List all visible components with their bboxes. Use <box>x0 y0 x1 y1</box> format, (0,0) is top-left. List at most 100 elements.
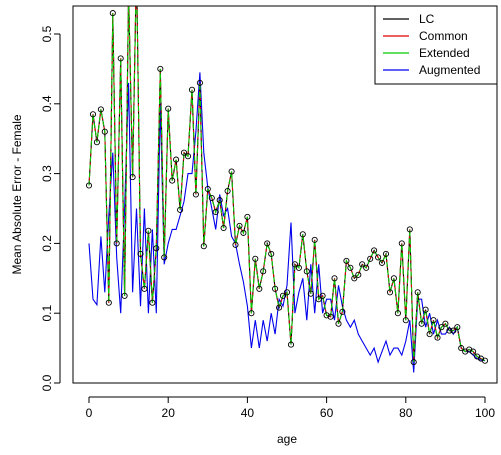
lc-point <box>208 194 215 202</box>
lc-point <box>454 324 461 331</box>
lc-point <box>180 149 188 156</box>
y-tick-label: 0.1 <box>40 305 54 322</box>
lc-point <box>105 299 112 306</box>
legend-label-extended: Extended <box>419 46 470 60</box>
lc-point <box>327 313 334 320</box>
x-tick-label: 100 <box>475 406 495 420</box>
y-axis-label: Mean Absolute Error - Female <box>10 114 24 274</box>
lc-point <box>268 250 275 257</box>
lc-point <box>319 292 326 299</box>
lc-point <box>339 308 346 315</box>
x-tick-label: 40 <box>241 406 255 420</box>
plot-area-frame <box>72 5 498 384</box>
legend-label-augmented: Augmented <box>419 63 480 77</box>
lc-point <box>311 236 318 243</box>
x-tick-label: 80 <box>399 406 413 420</box>
lc-point <box>422 306 429 313</box>
lc-point <box>153 245 160 252</box>
lc-point <box>260 268 267 275</box>
lc-point <box>287 341 295 348</box>
lc-point <box>406 226 413 233</box>
y-tick-label: 0.2 <box>40 235 54 252</box>
lc-point <box>252 255 259 262</box>
lc-point <box>145 227 152 234</box>
x-tick-label: 20 <box>162 406 176 420</box>
lc-point <box>184 153 192 160</box>
lc-point <box>450 327 457 334</box>
lc-point <box>355 271 362 278</box>
lc-point <box>351 275 358 282</box>
lc-point <box>410 359 417 366</box>
lc-point <box>430 317 437 324</box>
lc-point <box>390 275 397 282</box>
lc-point <box>240 229 247 236</box>
lc-point <box>173 156 180 163</box>
series-line-augmented <box>88 72 486 373</box>
lc-point <box>394 310 401 317</box>
lc-point <box>438 324 445 331</box>
lc-point <box>121 292 128 299</box>
lc-point <box>323 312 330 319</box>
y-axis: 0.0 0.1 0.2 0.3 0.4 0.5 <box>40 25 61 391</box>
lc-point <box>137 250 144 257</box>
lc-point <box>165 105 172 112</box>
y-tick-label: 0.3 <box>40 165 54 182</box>
lc-point <box>169 177 176 184</box>
lc-point <box>402 317 409 324</box>
lc-point <box>283 289 291 296</box>
lc-point <box>204 185 211 193</box>
lc-point <box>331 275 338 282</box>
lc-point <box>97 106 104 113</box>
lc-point <box>470 348 477 355</box>
lc-point <box>295 264 302 271</box>
lc-point <box>398 240 405 247</box>
lc-point <box>446 327 453 334</box>
lc-point <box>248 310 255 317</box>
lc-point <box>414 289 421 296</box>
x-axis: 0 20 40 60 80 100 <box>86 396 495 420</box>
lc-point <box>157 65 164 72</box>
lc-point <box>363 264 370 271</box>
lc-point <box>188 86 196 93</box>
lc-point <box>426 331 433 338</box>
lc-point <box>315 296 322 303</box>
lc-point <box>244 213 251 220</box>
y-tick-label: 0.5 <box>40 25 54 42</box>
legend-label-common: Common <box>419 29 468 43</box>
lc-point <box>303 268 310 275</box>
lc-point <box>109 10 116 17</box>
lc-point <box>382 250 390 257</box>
lc-point <box>216 197 223 204</box>
lc-point <box>418 320 425 327</box>
legend-label-lc: LC <box>419 12 435 26</box>
lc-point <box>177 206 184 213</box>
lc-point <box>481 357 489 364</box>
lc-point <box>299 231 306 238</box>
lc-point <box>335 320 342 327</box>
lc-point <box>161 254 168 261</box>
lc-point <box>149 299 156 306</box>
lc-point <box>236 222 243 229</box>
lc-point <box>307 290 314 297</box>
series-line-extended <box>88 6 486 363</box>
lc-point <box>93 139 100 146</box>
lc-point <box>347 264 354 271</box>
lc-point <box>279 292 287 299</box>
lc-point <box>276 304 283 311</box>
lc-point <box>141 285 148 292</box>
lc-point <box>291 261 298 268</box>
lc-point <box>375 254 382 261</box>
lc-point <box>256 285 263 292</box>
x-tick-label: 60 <box>320 406 334 420</box>
lc-point <box>367 255 374 262</box>
lc-point <box>371 247 378 254</box>
lc-point <box>434 334 441 341</box>
x-tick-label: 0 <box>86 406 93 420</box>
y-tick-label: 0.4 <box>40 95 54 112</box>
series-layer <box>85 6 489 373</box>
lc-point <box>89 111 97 118</box>
lc-point <box>85 182 93 189</box>
lc-point <box>458 345 465 352</box>
lc-point <box>113 240 120 247</box>
